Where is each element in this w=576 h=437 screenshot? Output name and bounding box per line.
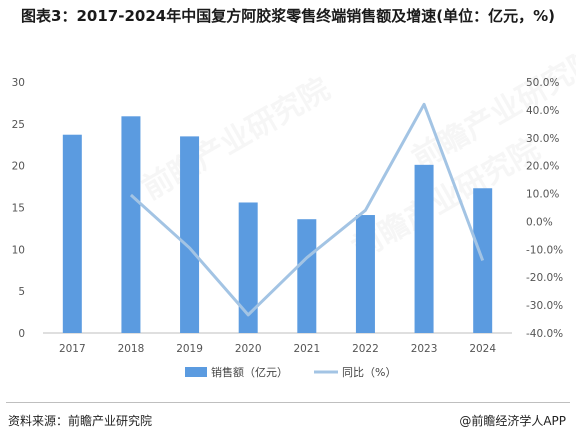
y-left-tick-label: 0 (18, 328, 25, 340)
footer-divider (6, 402, 570, 403)
bar (414, 164, 434, 333)
legend-label-line: 同比（%） (342, 366, 396, 379)
y-right-tick-label: -40.0% (526, 328, 563, 340)
bar (62, 134, 82, 333)
legend: 销售额（亿元） 同比（%） (185, 365, 396, 379)
x-tick-label: 2020 (235, 343, 262, 355)
chart-title: 图表3：2017-2024年中国复方阿胶浆零售终端销售额及增速(单位：亿元，%) (21, 7, 555, 25)
y-right-tick-label: -20.0% (526, 272, 563, 284)
line-series (129, 102, 485, 317)
y-right-tick-label: 0.0% (526, 216, 553, 228)
bar-series (62, 116, 493, 333)
watermark-0: 前瞻产业研究院 (137, 72, 336, 207)
y-left-tick-label: 10 (12, 244, 25, 256)
axes: 0 5 10 15 20 25 30 -40.0% -30.0% -20.0% -10.0% 0.0%… (12, 77, 564, 355)
x-tick-label: 2022 (352, 343, 379, 355)
y-right-tick-label: 20.0% (526, 161, 559, 173)
bar (473, 188, 493, 333)
credit-note: @前瞻经济学人APP (459, 414, 566, 428)
y-left-tick-label: 5 (18, 286, 25, 298)
x-tick-label: 2017 (59, 343, 86, 355)
bar (238, 202, 258, 333)
y-left-tick-label: 30 (12, 77, 25, 89)
y-right-tick-label: 50.0% (526, 77, 559, 89)
y-left-tick-label: 20 (12, 161, 25, 173)
y-right-tick-label: -10.0% (526, 244, 563, 256)
source-note: 资料来源：前瞻产业研究院 (8, 414, 153, 428)
x-tick-label: 2021 (293, 343, 320, 355)
x-tick-label: 2019 (176, 343, 203, 355)
bar (121, 116, 141, 333)
bar (355, 215, 375, 333)
footer: 资料来源：前瞻产业研究院 @前瞻经济学人APP (0, 402, 576, 437)
x-tick-label: 2018 (118, 343, 145, 355)
legend-label-bar: 销售额（亿元） (211, 365, 288, 379)
y-right-tick-label: 10.0% (526, 189, 559, 201)
y-left-tick-label: 15 (12, 203, 25, 215)
y-right-tick-label: -30.0% (526, 300, 563, 312)
y-right-tick-label: 30.0% (526, 133, 559, 145)
x-tick-label: 2023 (411, 343, 438, 355)
bar (297, 219, 317, 333)
y-right-tick-label: 40.0% (526, 105, 559, 117)
legend-swatch-bar (185, 367, 207, 377)
y-left-tick-label: 25 (12, 119, 25, 131)
bar (180, 136, 200, 333)
x-tick-label: 2024 (469, 343, 496, 355)
